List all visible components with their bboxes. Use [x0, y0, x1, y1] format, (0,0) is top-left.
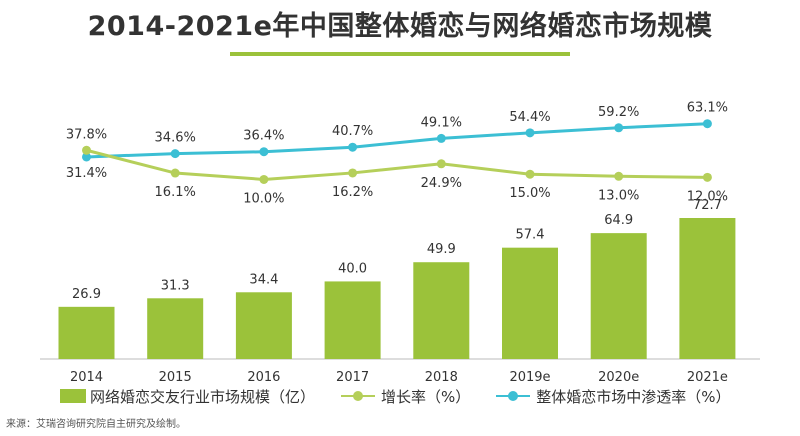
growth-point-2016 [259, 174, 269, 184]
growth-label-2016: 10.0% [243, 191, 284, 206]
bar-2014 [58, 306, 115, 359]
chart-legend: 网络婚恋交友行业市场规模（亿） 增长率（%） 整体婚恋市场中渗透率（%） [60, 384, 800, 408]
growth-label-2015: 16.1% [155, 185, 196, 200]
growth-point-2020e [614, 171, 624, 181]
legend-label-market-size: 网络婚恋交友行业市场规模（亿） [90, 387, 316, 406]
penetration-label-2017: 40.7% [332, 124, 373, 139]
growth-point-2021e [702, 172, 712, 182]
bar-label-2015: 31.3 [161, 278, 190, 293]
growth-label-2021e: 12.0% [687, 189, 728, 204]
growth-line [86, 148, 708, 181]
penetration-label-2015: 34.6% [155, 131, 196, 146]
penetration-point-2019e [525, 128, 535, 138]
growth-point-2015 [170, 168, 180, 178]
growth-label-2014: 37.8% [66, 127, 107, 142]
growth-label-2017: 16.2% [332, 185, 373, 200]
bar-2020e [590, 233, 647, 359]
legend-swatch-bar [60, 389, 86, 403]
bar-label-2019e: 57.4 [516, 228, 545, 243]
chart-title: 2014-2021e年中国整体婚恋与网络婚恋市场规模 [87, 11, 713, 42]
x-tick-2019e: 2019e [509, 370, 550, 384]
title-underline [230, 52, 570, 56]
penetration-label-2016: 36.4% [243, 129, 284, 144]
penetration-label-2014: 31.4% [66, 166, 107, 181]
growth-point-2018 [436, 159, 446, 169]
legend-item-growth: 增长率（%） [341, 386, 470, 407]
legend-marker-penetration [496, 389, 531, 403]
legend-label-growth: 增长率（%） [381, 387, 471, 406]
x-tick-2015: 2015 [159, 370, 192, 384]
growth-point-2017 [348, 168, 358, 178]
x-tick-2018: 2018 [425, 370, 458, 384]
penetration-point-2020e [614, 123, 624, 133]
bar-2021e [679, 218, 736, 359]
bar-2018 [413, 262, 470, 359]
penetration-label-2021e: 63.1% [687, 101, 728, 116]
penetration-point-2021e [702, 119, 712, 129]
bar-2016 [235, 292, 292, 359]
x-tick-2014: 2014 [70, 370, 103, 384]
bar-label-2017: 40.0 [338, 261, 367, 276]
chart-plot: 26.9 2014 31.3 2015 34.4 2016 40.0 2017 49.9 2018… [40, 101, 760, 384]
bar-2015 [147, 298, 204, 359]
growth-label-2018: 24.9% [421, 176, 462, 191]
penetration-point-2015 [170, 149, 180, 159]
penetration-point-2014 [82, 152, 91, 162]
bar-label-2021e: 72.7 [693, 198, 722, 213]
bar-label-2020e: 64.9 [604, 213, 633, 228]
legend-item-penetration: 整体婚恋市场中渗透率（%） [496, 386, 731, 407]
growth-point-2019e [525, 169, 535, 179]
growth-label-2019e: 15.0% [509, 186, 550, 201]
bar-2017 [324, 281, 381, 359]
penetration-point-2016 [259, 147, 269, 157]
growth-point-2014 [82, 145, 91, 155]
x-tick-2020e: 2020e [598, 370, 639, 384]
bar-2019e [502, 247, 558, 359]
bar-label-2016: 34.4 [249, 272, 278, 287]
penetration-label-2020e: 59.2% [598, 105, 639, 120]
legend-item-market-size: 网络婚恋交友行业市场规模（亿） [60, 386, 315, 407]
x-tick-2021e: 2021e [687, 370, 728, 384]
x-tick-2016: 2016 [247, 370, 280, 384]
penetration-point-2018 [436, 133, 446, 143]
penetration-point-2017 [348, 142, 358, 152]
growth-label-2020e: 13.0% [598, 188, 639, 203]
penetration-label-2018: 49.1% [421, 115, 462, 130]
source-note: 来源：艾瑞咨询研究院自主研究及绘制。 [6, 419, 186, 430]
x-tick-2017: 2017 [336, 370, 369, 384]
legend-marker-growth [341, 389, 376, 403]
bar-label-2018: 49.9 [427, 242, 456, 257]
bar-label-2014: 26.9 [72, 287, 101, 302]
penetration-label-2019e: 54.4% [509, 110, 550, 125]
legend-label-penetration: 整体婚恋市场中渗透率（%） [536, 387, 731, 406]
penetration-line [86, 122, 708, 159]
